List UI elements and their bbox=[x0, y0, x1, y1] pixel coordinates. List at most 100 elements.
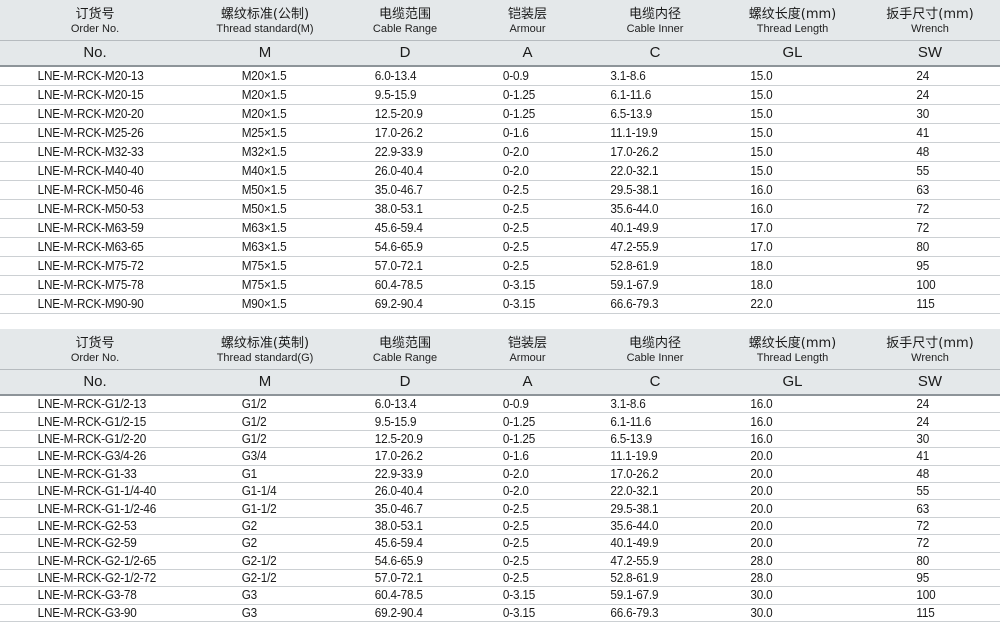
table-cell-thread-standard: M25×1.5 bbox=[241, 126, 287, 140]
table-cell-cable-range: 6.0-13.4 bbox=[374, 69, 417, 83]
table-cell-cable-range: 22.9-33.9 bbox=[374, 145, 423, 159]
table-row: LNE-M-RCK-G1-1/2-46 G1-1/2 35.0-46.7 0-2.5 2… bbox=[0, 500, 1000, 518]
table-row: LNE-M-RCK-G2-53 G2 38.0-53.1 0-2.5 35.6-44.0… bbox=[0, 517, 1000, 536]
metric-table-body: LNE-M-RCK-M20-13 M20×1.5 6.0-13.4 0-0.9 3.1-… bbox=[0, 67, 1000, 314]
table-cell-cable-range: 35.0-46.7 bbox=[374, 501, 423, 516]
column-header-en: Wrench bbox=[911, 352, 949, 364]
column-symbol-sw: SW bbox=[917, 44, 943, 61]
table-cell-thread-length: 20.0 bbox=[750, 518, 773, 533]
table-cell-armour: 0-2.0 bbox=[502, 145, 529, 159]
column-header-cable-range: 电缆范围 Cable Range bbox=[340, 6, 470, 36]
table-row: LNE-M-RCK-M63-65 M63×1.5 54.6-65.9 0-2.5 47.… bbox=[0, 238, 1000, 257]
table-cell-armour: 0-1.6 bbox=[502, 126, 529, 140]
table-cell-cable-inner: 6.1-11.6 bbox=[610, 414, 652, 429]
table-cell-cable-range: 60.4-78.5 bbox=[374, 588, 423, 603]
table-cell-thread-standard: G2 bbox=[241, 536, 258, 551]
table-cell-cable-range: 60.4-78.5 bbox=[374, 278, 423, 292]
table-cell-wrench: 24 bbox=[916, 69, 930, 83]
table-cell-thread-standard: G1 bbox=[241, 466, 258, 481]
table-cell-order-no: LNE-M-RCK-M63-59 bbox=[37, 221, 144, 235]
table-cell-cable-inner: 11.1-19.9 bbox=[610, 126, 658, 140]
table-cell-thread-standard: M50×1.5 bbox=[241, 202, 287, 216]
table-cell-thread-length: 28.0 bbox=[750, 571, 773, 586]
table-cell-armour: 0-1.25 bbox=[502, 107, 536, 121]
table-row: LNE-M-RCK-G1/2-13 G1/2 6.0-13.4 0-0.9 3.1-8.… bbox=[0, 396, 1000, 414]
table-cell-thread-length: 20.0 bbox=[750, 501, 773, 516]
table-cell-order-no: LNE-M-RCK-G3-90 bbox=[37, 605, 137, 620]
column-symbol-m: M bbox=[258, 373, 272, 390]
table-cell-thread-length: 30.0 bbox=[750, 588, 773, 603]
table-cell-wrench: 55 bbox=[916, 484, 930, 499]
column-header-wrench: 扳手尺寸(mm) Wrench bbox=[860, 335, 1000, 365]
column-symbol-no: No. bbox=[83, 44, 107, 61]
table-cell-cable-range: 54.6-65.9 bbox=[374, 240, 423, 254]
table-cell-cable-inner: 35.6-44.0 bbox=[610, 518, 659, 533]
g-table-body: LNE-M-RCK-G1/2-13 G1/2 6.0-13.4 0-0.9 3.1-8.… bbox=[0, 396, 1000, 622]
column-symbol-d: D bbox=[399, 373, 411, 390]
table-cell-armour: 0-2.5 bbox=[502, 518, 529, 533]
column-header-zh: 螺纹长度(mm) bbox=[748, 7, 837, 22]
column-header-thread-length: 螺纹长度(mm) Thread Length bbox=[725, 335, 860, 365]
table-cell-cable-inner: 11.1-19.9 bbox=[610, 449, 658, 464]
table-cell-thread-length: 22.0 bbox=[750, 297, 773, 311]
table-cell-thread-standard: M50×1.5 bbox=[241, 183, 287, 197]
table-cell-armour: 0-2.5 bbox=[502, 553, 529, 568]
table-cell-thread-length: 16.0 bbox=[750, 183, 773, 197]
table-cell-order-no: LNE-M-RCK-M90-90 bbox=[37, 297, 144, 311]
column-header-zh: 电缆内径 bbox=[628, 7, 681, 22]
table-cell-thread-length: 20.0 bbox=[750, 449, 773, 464]
column-header-en: Wrench bbox=[911, 23, 949, 35]
column-header-en: Thread standard(G) bbox=[216, 352, 314, 364]
table-cell-armour: 0-0.9 bbox=[502, 69, 529, 83]
table-cell-wrench: 63 bbox=[916, 183, 930, 197]
table-cell-thread-standard: M63×1.5 bbox=[241, 221, 287, 235]
table-cell-thread-length: 17.0 bbox=[750, 221, 773, 235]
table-cell-wrench: 80 bbox=[916, 553, 930, 568]
column-symbol-gl: GL bbox=[782, 373, 803, 390]
table-cell-cable-inner: 52.8-61.9 bbox=[610, 571, 659, 586]
table-cell-wrench: 24 bbox=[916, 414, 930, 429]
table-cell-wrench: 24 bbox=[916, 397, 930, 412]
column-symbol-m: M bbox=[258, 44, 272, 61]
table-cell-order-no: LNE-M-RCK-G1-1/2-46 bbox=[37, 501, 157, 516]
table-cell-order-no: LNE-M-RCK-G1/2-13 bbox=[37, 397, 147, 412]
column-symbol-c: C bbox=[649, 373, 661, 390]
column-header-zh: 订货号 bbox=[75, 7, 115, 22]
column-header-en: Thread Length bbox=[756, 352, 829, 364]
table-cell-thread-standard: G2-1/2 bbox=[241, 571, 277, 586]
table-cell-cable-range: 38.0-53.1 bbox=[374, 518, 423, 533]
column-symbol-no: No. bbox=[83, 373, 107, 390]
column-header-zh: 电缆范围 bbox=[378, 336, 431, 351]
table-cell-order-no: LNE-M-RCK-G2-53 bbox=[37, 518, 137, 533]
table-row: LNE-M-RCK-G3-78 G3 60.4-78.5 0-3.15 59.1-67.… bbox=[0, 587, 1000, 605]
table-cell-order-no: LNE-M-RCK-G1/2-20 bbox=[37, 431, 147, 446]
table-cell-cable-range: 17.0-26.2 bbox=[374, 126, 423, 140]
table-row: LNE-M-RCK-G3/4-26 G3/4 17.0-26.2 0-1.6 11.1-… bbox=[0, 448, 1000, 466]
column-header-en: Thread standard(M) bbox=[216, 23, 314, 35]
table-cell-wrench: 72 bbox=[916, 221, 930, 235]
table-cell-wrench: 100 bbox=[916, 588, 936, 603]
table-cell-cable-range: 9.5-15.9 bbox=[374, 414, 417, 429]
table-cell-wrench: 48 bbox=[916, 466, 930, 481]
table-cell-wrench: 48 bbox=[916, 145, 930, 159]
table-cell-thread-length: 16.0 bbox=[750, 202, 773, 216]
table-row: LNE-M-RCK-G3-90 G3 69.2-90.4 0-3.15 66.6-79.… bbox=[0, 604, 1000, 622]
table-cell-order-no: LNE-M-RCK-M20-13 bbox=[37, 69, 144, 83]
table-cell-thread-standard: M40×1.5 bbox=[241, 164, 287, 178]
table-cell-cable-inner: 35.6-44.0 bbox=[610, 202, 659, 216]
table-cell-thread-length: 20.0 bbox=[750, 466, 773, 481]
table-cell-order-no: LNE-M-RCK-M20-15 bbox=[37, 88, 144, 102]
table-cell-wrench: 63 bbox=[916, 501, 930, 516]
header-divider bbox=[0, 369, 1000, 370]
table-cell-wrench: 95 bbox=[916, 571, 930, 586]
table-cell-thread-standard: G2-1/2 bbox=[241, 553, 277, 568]
table-cell-armour: 0-2.0 bbox=[502, 164, 529, 178]
column-symbol-a: A bbox=[522, 44, 533, 61]
table-row: LNE-M-RCK-M20-13 M20×1.5 6.0-13.4 0-0.9 3.1-… bbox=[0, 67, 1000, 86]
table-cell-cable-inner: 17.0-26.2 bbox=[610, 145, 659, 159]
table-cell-wrench: 72 bbox=[916, 536, 930, 551]
column-header-en: Thread Length bbox=[756, 23, 829, 35]
table-cell-cable-inner: 22.0-32.1 bbox=[610, 164, 659, 178]
table-cell-wrench: 30 bbox=[916, 107, 930, 121]
table-cell-cable-inner: 66.6-79.3 bbox=[610, 605, 659, 620]
